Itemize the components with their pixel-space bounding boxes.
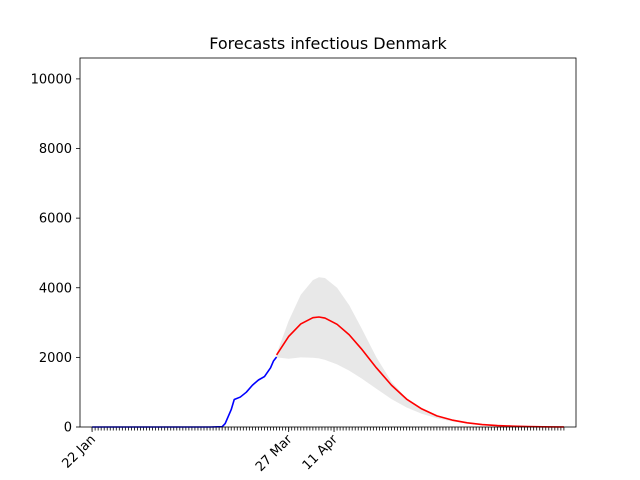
y-tick-label: 10000: [31, 72, 72, 87]
forecast-series-line: [275, 316, 564, 428]
y-tick-label: 2000: [39, 351, 72, 366]
y-tick-label: 0: [64, 421, 72, 436]
uncertainty-band: [276, 277, 564, 427]
y-tick-label: 6000: [39, 212, 72, 227]
y-tick-label: 8000: [39, 142, 72, 157]
axes-frame: [79, 57, 577, 428]
y-tick-label: 4000: [39, 281, 72, 296]
chart-title: Forecasts infectious Denmark: [209, 34, 447, 53]
